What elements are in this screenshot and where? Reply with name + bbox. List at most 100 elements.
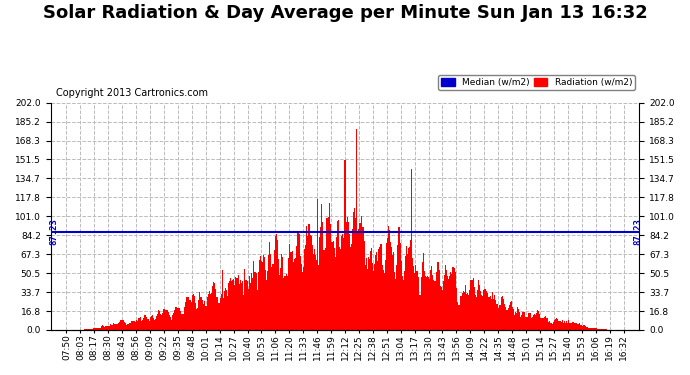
Bar	[263, 255, 264, 330]
Bar	[522, 312, 524, 330]
Bar	[603, 329, 604, 330]
Bar	[182, 315, 184, 330]
Bar	[177, 308, 178, 330]
Bar	[291, 251, 293, 330]
Bar	[362, 227, 364, 330]
Bar	[485, 289, 486, 330]
Bar	[332, 242, 333, 330]
Bar	[316, 260, 317, 330]
Bar	[119, 322, 120, 330]
Bar	[302, 272, 303, 330]
Bar	[255, 273, 257, 330]
Bar	[437, 262, 439, 330]
Bar	[233, 279, 235, 330]
Bar	[595, 328, 597, 330]
Bar	[542, 318, 544, 330]
Bar	[326, 218, 328, 330]
Bar	[599, 329, 600, 330]
Bar	[223, 298, 224, 330]
Bar	[368, 257, 369, 330]
Bar	[413, 266, 415, 330]
Bar	[526, 317, 528, 330]
Bar	[586, 327, 587, 330]
Bar	[181, 314, 182, 330]
Bar	[387, 238, 388, 330]
Bar	[162, 312, 164, 330]
Bar	[140, 317, 141, 330]
Bar	[524, 317, 526, 330]
Bar	[310, 236, 312, 330]
Bar	[535, 315, 536, 330]
Bar	[350, 247, 351, 330]
Bar	[439, 270, 440, 330]
Bar	[510, 302, 511, 330]
Bar	[213, 282, 214, 330]
Bar	[186, 297, 187, 330]
Bar	[369, 259, 370, 330]
Bar	[357, 233, 358, 330]
Bar	[359, 223, 360, 330]
Bar	[568, 320, 569, 330]
Bar	[553, 322, 554, 330]
Bar	[473, 287, 475, 330]
Bar	[496, 304, 497, 330]
Bar	[117, 324, 118, 330]
Bar	[175, 307, 176, 330]
Bar	[205, 306, 206, 330]
Bar	[279, 275, 280, 330]
Bar	[388, 226, 389, 330]
Bar	[318, 265, 319, 330]
Bar	[298, 232, 299, 330]
Bar	[95, 328, 96, 330]
Bar	[328, 203, 330, 330]
Bar	[139, 318, 140, 330]
Bar	[478, 280, 479, 330]
Bar	[337, 221, 338, 330]
Bar	[259, 256, 261, 330]
Bar	[110, 324, 112, 330]
Bar	[354, 209, 355, 330]
Bar	[239, 280, 241, 330]
Bar	[378, 249, 380, 330]
Bar	[225, 288, 226, 330]
Bar	[251, 273, 253, 330]
Bar	[395, 279, 396, 330]
Bar	[551, 322, 552, 330]
Bar	[229, 281, 230, 330]
Bar	[396, 265, 397, 330]
Bar	[536, 313, 538, 330]
Bar	[598, 329, 599, 330]
Bar	[399, 227, 400, 330]
Bar	[441, 287, 442, 330]
Bar	[243, 296, 244, 330]
Bar	[531, 318, 532, 330]
Bar	[135, 322, 136, 330]
Bar	[386, 243, 387, 330]
Bar	[301, 264, 302, 330]
Bar	[427, 276, 428, 330]
Bar	[278, 260, 279, 330]
Bar	[204, 302, 205, 330]
Bar	[448, 279, 449, 330]
Bar	[415, 265, 417, 330]
Bar	[407, 254, 408, 330]
Bar	[312, 244, 313, 330]
Bar	[265, 270, 266, 330]
Bar	[348, 234, 350, 330]
Bar	[106, 326, 107, 330]
Bar	[556, 318, 558, 330]
Bar	[371, 248, 372, 330]
Bar	[466, 294, 467, 330]
Bar	[171, 320, 172, 330]
Bar	[558, 321, 560, 330]
Bar	[154, 320, 155, 330]
Bar	[303, 267, 304, 330]
Bar	[460, 296, 461, 330]
Bar	[136, 320, 137, 330]
Bar	[506, 310, 508, 330]
Bar	[173, 314, 174, 330]
Bar	[214, 283, 215, 330]
Bar	[583, 325, 584, 330]
Bar	[560, 322, 562, 330]
Bar	[293, 262, 294, 330]
